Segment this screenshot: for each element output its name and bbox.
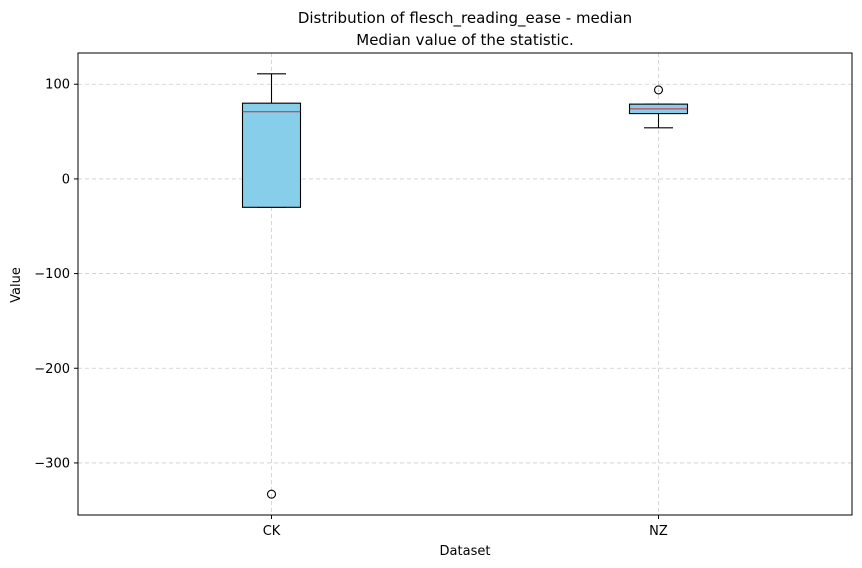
boxes (241, 73, 689, 499)
x-tick-label: CK (263, 524, 281, 539)
y-tick-label: −100 (34, 267, 70, 282)
grid-lines (78, 53, 852, 515)
y-axis-label: Value (9, 267, 24, 303)
chart-subtitle: Median value of the statistic. (356, 31, 574, 49)
outlier-point (653, 85, 664, 95)
box-nz (628, 85, 689, 129)
plot-area-frame (77, 52, 853, 516)
y-tick-label: 100 (45, 78, 70, 93)
box-ck (241, 73, 302, 499)
outlier-point (266, 489, 277, 499)
x-axis-label: Dataset (440, 544, 491, 559)
y-tick-label: −300 (34, 456, 70, 471)
x-tick-label: NZ (649, 524, 668, 539)
iqr-box (241, 102, 302, 208)
chart-title: Distribution of flesch_reading_ease - me… (298, 9, 632, 28)
axes: 100 0 −100 −200 −300 CK NZ (34, 78, 668, 539)
y-tick-label: 0 (62, 172, 70, 187)
y-tick-label: −200 (34, 362, 70, 377)
